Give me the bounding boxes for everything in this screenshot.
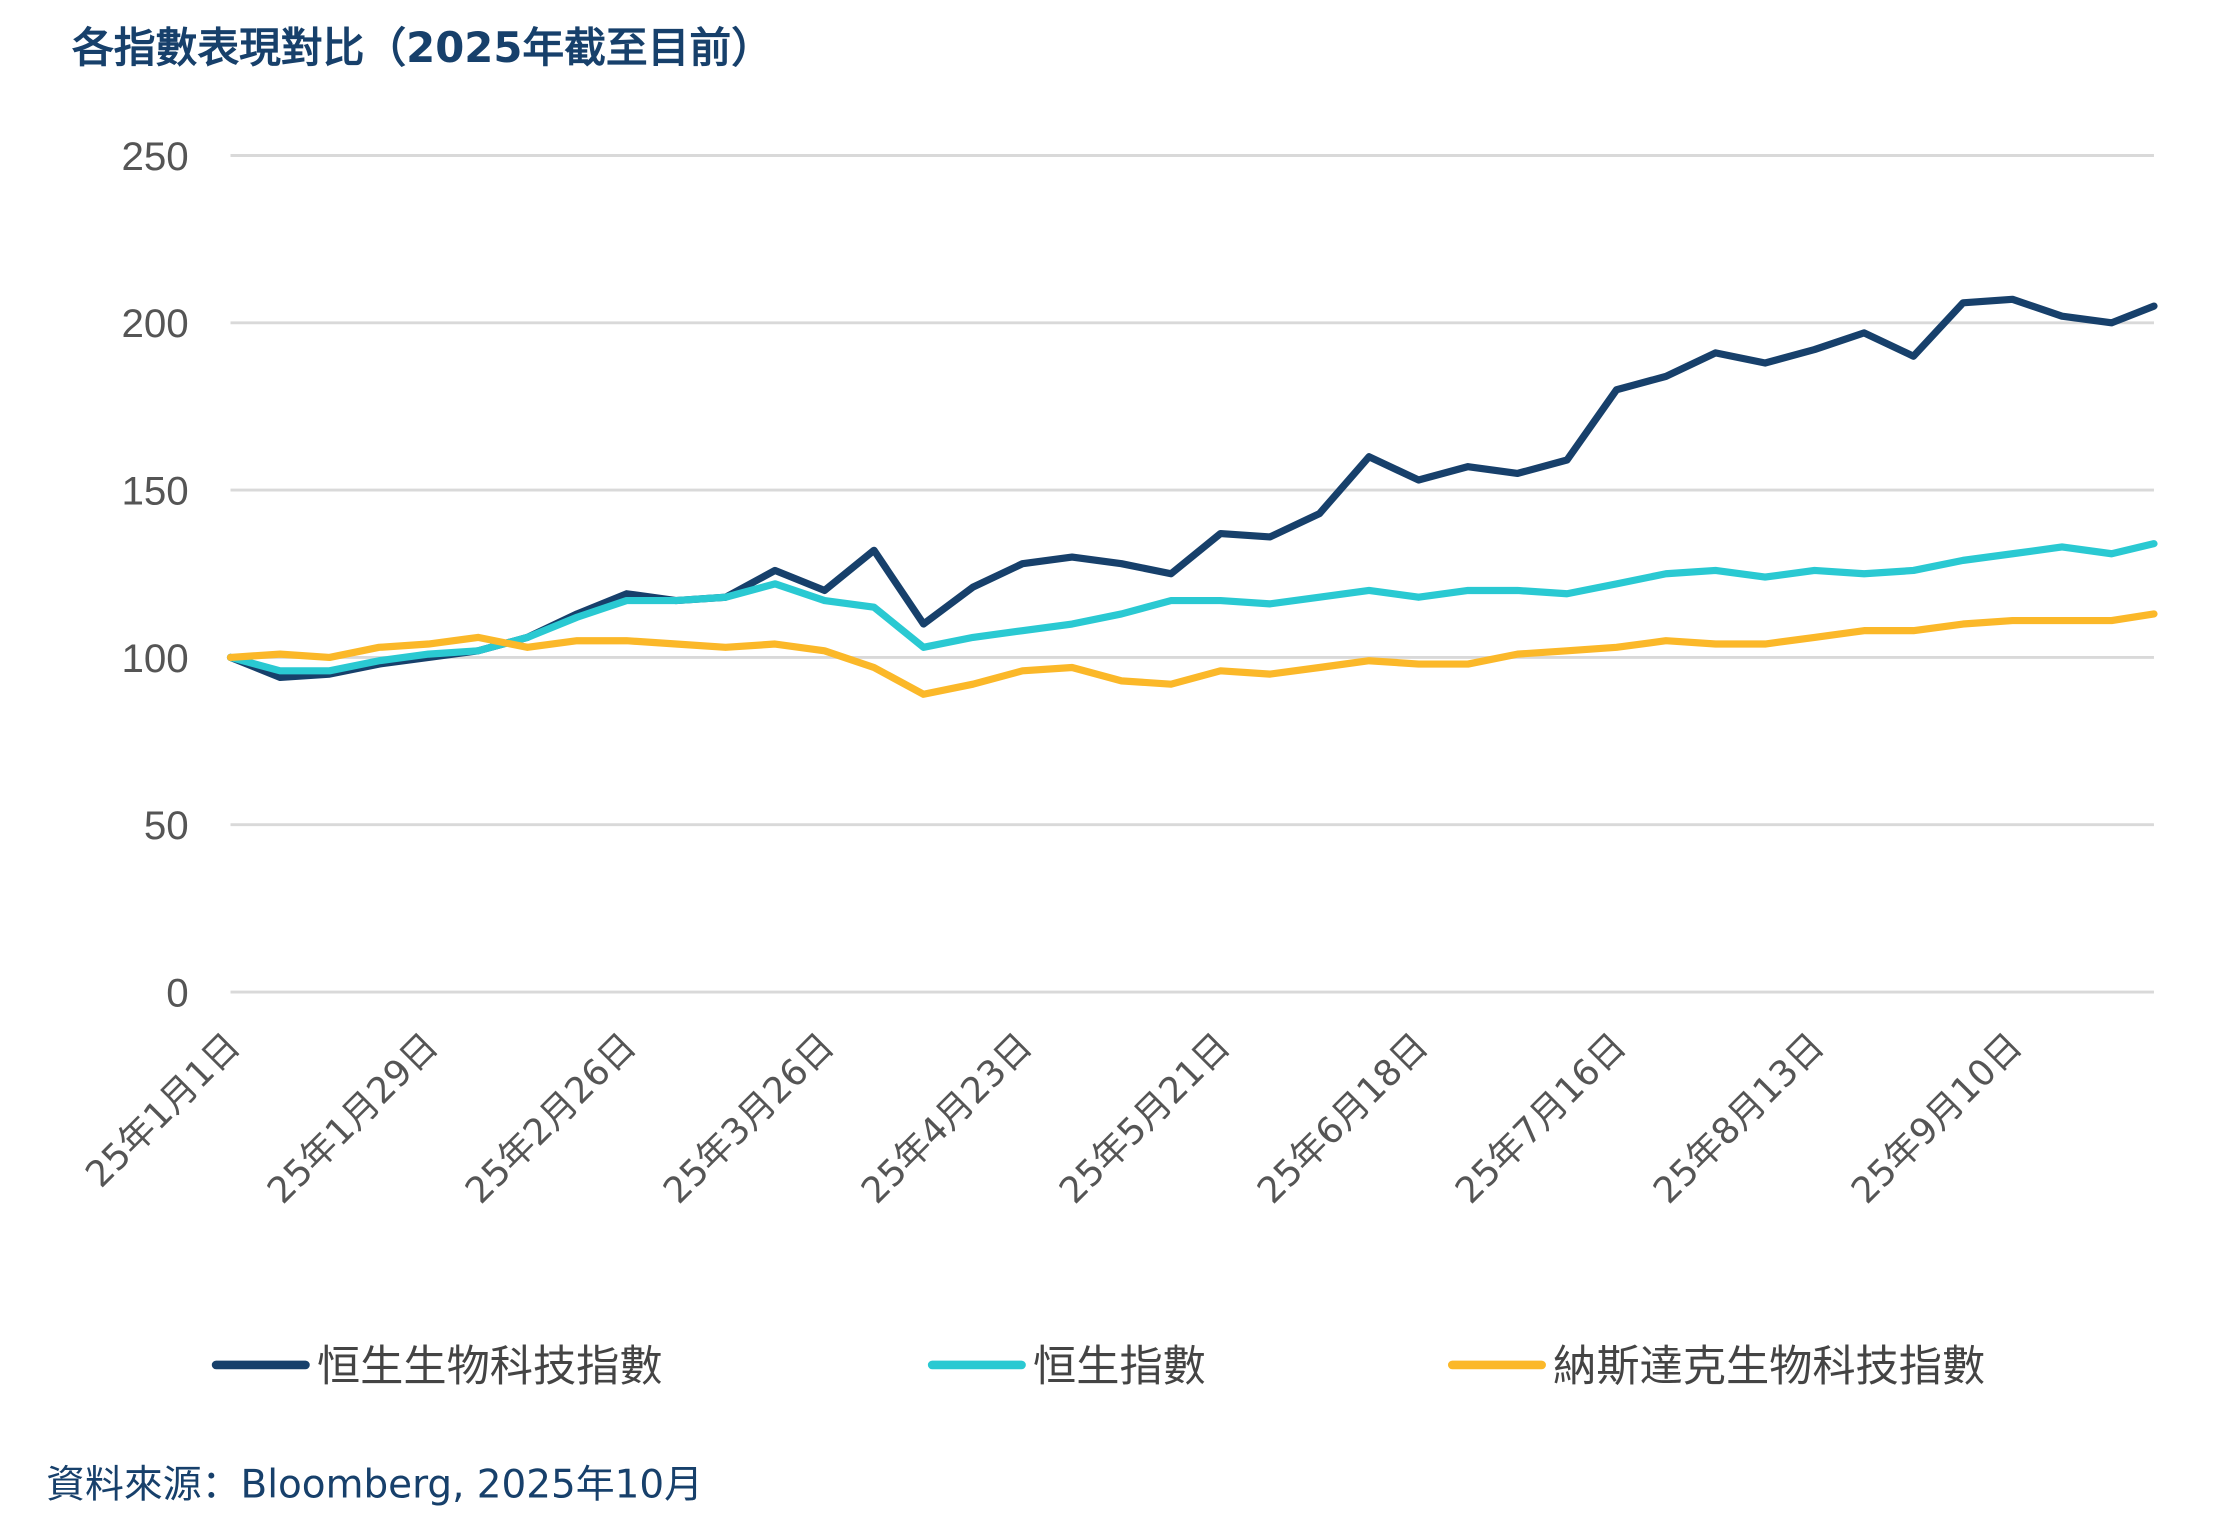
legend-item: 納斯達克生物科技指數 [1447, 1342, 1985, 1392]
x-tick-label: 25年8月13日 [1646, 1026, 1832, 1212]
x-tick-label: 25年4月23日 [854, 1026, 1040, 1212]
legend-label: 納斯達克生物科技指數 [1553, 1342, 1985, 1392]
chart-title: 各指數表現對比（2025年截至目前） [72, 23, 773, 72]
legend-label: 恒生指數 [1033, 1342, 1206, 1392]
series-line-0 [226, 295, 2158, 682]
x-tick-label: 25年9月10日 [1844, 1026, 2030, 1212]
y-tick-label: 250 [121, 133, 188, 179]
x-tick-label: 25年5月21日 [1052, 1026, 1238, 1212]
series-line-1 [226, 540, 2158, 675]
x-tick-label: 25年2月26日 [458, 1026, 644, 1212]
x-tick-label: 25年6月18日 [1250, 1026, 1436, 1212]
legend-item: 恒生指數 [927, 1342, 1206, 1392]
series-line-2 [226, 610, 2158, 698]
x-tick-label: 25年1月1日 [78, 1026, 248, 1196]
y-tick-label: 0 [166, 969, 188, 1015]
source-note: 資料來源：Bloomberg, 2025年10月 [46, 1462, 703, 1507]
x-tick-label: 25年1月29日 [260, 1026, 446, 1212]
y-tick-label: 100 [121, 635, 188, 681]
legend-item: 恒生生物科技指數 [211, 1342, 663, 1392]
x-tick-label: 25年7月16日 [1448, 1026, 1634, 1212]
y-tick-label: 50 [144, 802, 189, 848]
legend-label: 恒生生物科技指數 [317, 1342, 663, 1392]
y-tick-label: 150 [121, 468, 188, 514]
y-tick-label: 200 [121, 300, 188, 346]
x-tick-label: 25年3月26日 [656, 1026, 842, 1212]
